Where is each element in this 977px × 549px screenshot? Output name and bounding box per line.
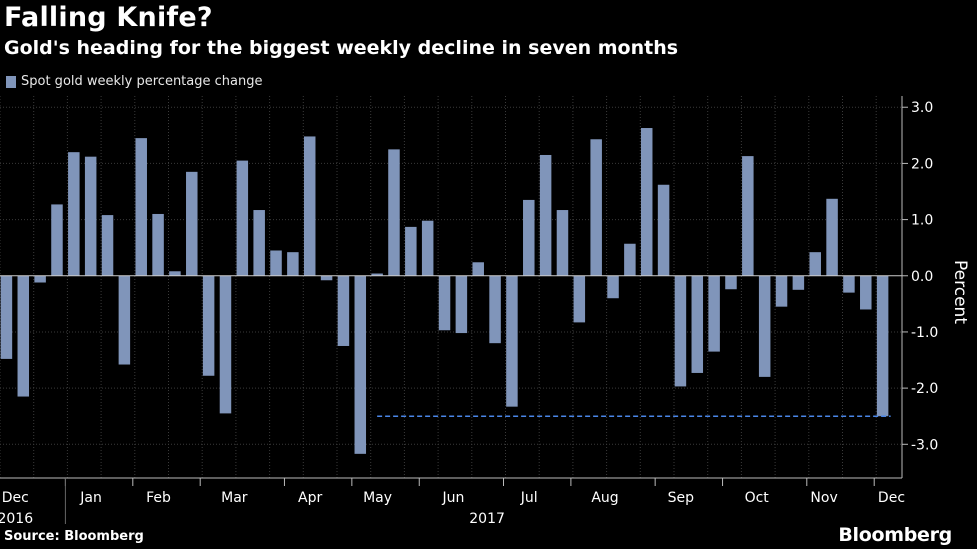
data-bar [51, 204, 63, 276]
x-tick-label: Mar [221, 490, 248, 506]
y-tick-label: 0.0 [911, 269, 933, 285]
data-bar [758, 275, 771, 377]
y-tick-label: 2.0 [911, 156, 933, 172]
data-bar [624, 243, 636, 276]
data-bar [573, 275, 586, 323]
data-bar [84, 156, 97, 276]
data-bar [219, 275, 232, 414]
data-bar [742, 156, 754, 276]
data-bar [135, 138, 147, 276]
data-bar [421, 220, 434, 276]
x-tick-label: Dec [2, 490, 29, 506]
data-bar [775, 275, 788, 307]
data-bar [523, 199, 535, 276]
data-bar [287, 252, 299, 276]
chart-title: Falling Knife? [4, 2, 213, 33]
data-bar [472, 262, 484, 276]
data-bar [438, 275, 451, 331]
chart-subtitle: Gold's heading for the biggest weekly de… [4, 37, 679, 59]
y-tick-label: 3.0 [911, 100, 933, 116]
data-bar [405, 226, 417, 276]
x-tick-label: May [363, 490, 392, 506]
data-bar [590, 139, 602, 276]
data-bar [34, 275, 46, 283]
data-bar [708, 275, 720, 352]
x-tick-label: Apr [298, 490, 322, 506]
data-bar [354, 275, 367, 454]
source-note: Source: Bloomberg [4, 529, 144, 544]
data-bar [0, 275, 13, 359]
data-bar [657, 184, 670, 276]
legend: Spot gold weekly percentage change [6, 74, 262, 89]
data-bar [101, 215, 114, 276]
data-bar [691, 275, 704, 373]
data-bar [876, 275, 889, 417]
data-bar [809, 252, 821, 276]
x-tick-label: Feb [146, 490, 171, 506]
data-bar [640, 128, 653, 276]
y-tick-label: -2.0 [911, 381, 938, 397]
data-bar [725, 275, 737, 290]
data-bar [17, 275, 30, 397]
data-bar [270, 250, 282, 276]
data-bar [337, 275, 350, 346]
x-tick-label: Oct [745, 490, 770, 506]
data-bar [371, 273, 383, 276]
data-bar [169, 271, 181, 276]
x-tick-label: Jun [441, 490, 464, 506]
data-bar [186, 171, 198, 276]
data-bar [236, 160, 249, 276]
x-tick-label: Dec [878, 490, 905, 506]
bloomberg-logo: Bloomberg [838, 524, 952, 546]
data-bar [843, 275, 855, 293]
data-bar [202, 275, 215, 376]
data-bar [506, 275, 518, 407]
y-tick-label: -1.0 [911, 325, 938, 341]
data-bar [539, 154, 552, 276]
x-year-label: 2017 [469, 511, 505, 527]
data-bar [455, 275, 468, 334]
data-bar [674, 275, 687, 387]
data-bar [607, 275, 619, 299]
data-bar [792, 275, 805, 290]
x-tick-label: Sep [668, 490, 695, 506]
data-bar [303, 136, 316, 276]
legend-label: Spot gold weekly percentage change [21, 74, 263, 89]
data-bar [118, 275, 131, 365]
data-bar [320, 275, 333, 281]
y-tick-label: 1.0 [911, 213, 933, 229]
x-tick-label: Jul [520, 490, 538, 506]
data-bar [152, 213, 164, 276]
data-bar [489, 275, 501, 344]
data-bar [826, 198, 838, 276]
data-bar [556, 210, 569, 276]
x-tick-label: Jan [79, 490, 102, 506]
x-tick-label: Aug [591, 490, 618, 506]
data-bar [253, 210, 265, 276]
x-year-label: 2016 [0, 511, 33, 527]
y-axis-label: Percent [950, 260, 970, 324]
data-bar [68, 152, 80, 276]
legend-swatch [6, 75, 16, 88]
data-bar [388, 149, 400, 276]
y-tick-label: -3.0 [911, 437, 938, 453]
x-tick-label: Nov [810, 490, 837, 506]
data-bar [860, 275, 872, 310]
